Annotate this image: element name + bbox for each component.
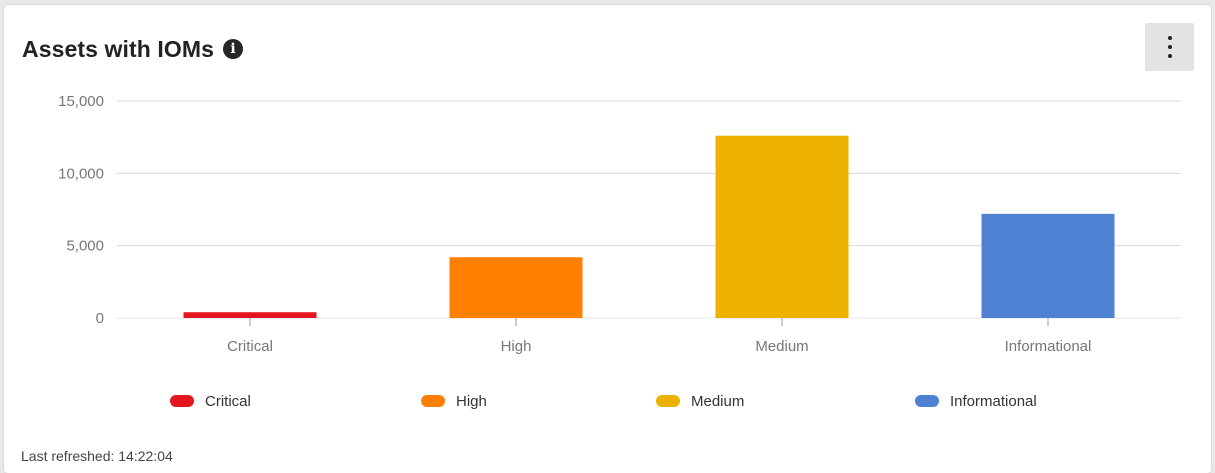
y-tick-label: 0 — [96, 310, 104, 327]
legend-label-medium: Medium — [691, 392, 745, 410]
widget-header: Assets with IOMs i — [22, 33, 244, 65]
bar-medium[interactable] — [715, 135, 849, 318]
bar-critical[interactable] — [183, 312, 317, 318]
y-tick-label: 5,000 — [66, 238, 104, 255]
more-vertical-icon — [1167, 36, 1172, 58]
bar-chart: 0 5,000 10,000 15,000 Critical High Medium Info… — [58, 93, 1181, 355]
legend-swatch-high — [421, 395, 445, 407]
y-tick-label: 15,000 — [58, 93, 104, 110]
legend-label-informational: Informational — [950, 392, 1037, 410]
bar-high[interactable] — [449, 257, 583, 318]
widget-title: Assets with IOMs — [22, 35, 215, 62]
legend-item-medium[interactable]: Medium — [656, 390, 744, 412]
legend-item-critical[interactable]: Critical — [170, 390, 251, 412]
legend-swatch-critical — [170, 395, 194, 407]
legend-label-critical: Critical — [205, 392, 251, 410]
x-tick-label: High — [501, 338, 532, 355]
y-tick-label: 10,000 — [58, 165, 104, 182]
legend-item-informational[interactable]: Informational — [915, 390, 1037, 412]
info-icon[interactable]: i — [223, 39, 244, 59]
x-tick-label: Medium — [755, 338, 808, 355]
legend-item-high[interactable]: High — [421, 390, 487, 412]
assets-with-ioms-card: Assets with IOMs i 0 5,000 10,000 15,000 Cri… — [4, 5, 1211, 473]
legend-label-high: High — [456, 392, 487, 410]
x-tick-label: Informational — [1005, 338, 1092, 355]
x-tick-label: Critical — [227, 338, 273, 355]
bar-informational[interactable] — [981, 213, 1115, 318]
widget-menu-button[interactable] — [1145, 23, 1194, 71]
legend-swatch-informational — [915, 395, 939, 407]
last-refreshed-text: Last refreshed: 14:22:04 — [21, 448, 173, 464]
legend-swatch-medium — [656, 395, 680, 407]
